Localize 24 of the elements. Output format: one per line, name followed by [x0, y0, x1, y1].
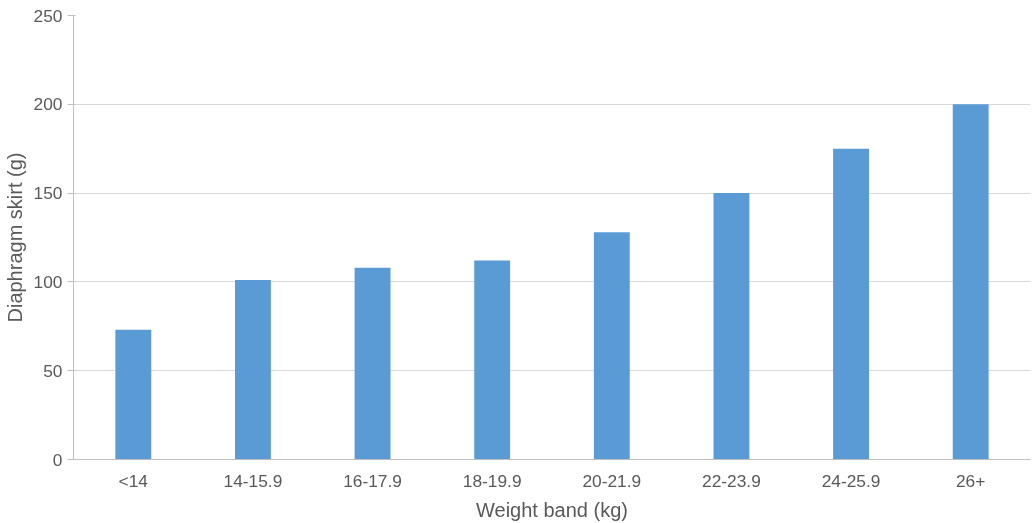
y-tick-label: 250 — [33, 5, 63, 26]
x-tick-label: 16-17.9 — [343, 470, 402, 491]
y-tick-label: 0 — [52, 449, 63, 470]
x-tick-label: 24-25.9 — [821, 470, 881, 491]
bar — [354, 267, 391, 460]
bar — [234, 280, 271, 460]
x-axis-title: Weight band (kg) — [476, 498, 628, 521]
bar — [115, 329, 152, 460]
bar — [713, 193, 750, 460]
y-tick-label: 200 — [33, 94, 63, 115]
bar — [474, 260, 511, 460]
y-axis-title: Diaphragm skirt (g) — [3, 152, 26, 323]
x-tick-label: 18-19.9 — [462, 470, 522, 491]
y-tick-label: 50 — [43, 360, 63, 381]
x-tick-label: <14 — [118, 470, 149, 491]
x-tick-label: 14-15.9 — [223, 470, 283, 491]
y-tick-label: 100 — [33, 271, 63, 292]
x-tick-label: 20-21.9 — [582, 470, 642, 491]
x-tick-label: 22-23.9 — [702, 470, 761, 491]
bar — [833, 148, 870, 460]
bar — [593, 232, 630, 460]
x-tick-label: 26+ — [955, 470, 986, 491]
y-tick-label: 150 — [33, 183, 63, 204]
bar — [952, 104, 989, 460]
